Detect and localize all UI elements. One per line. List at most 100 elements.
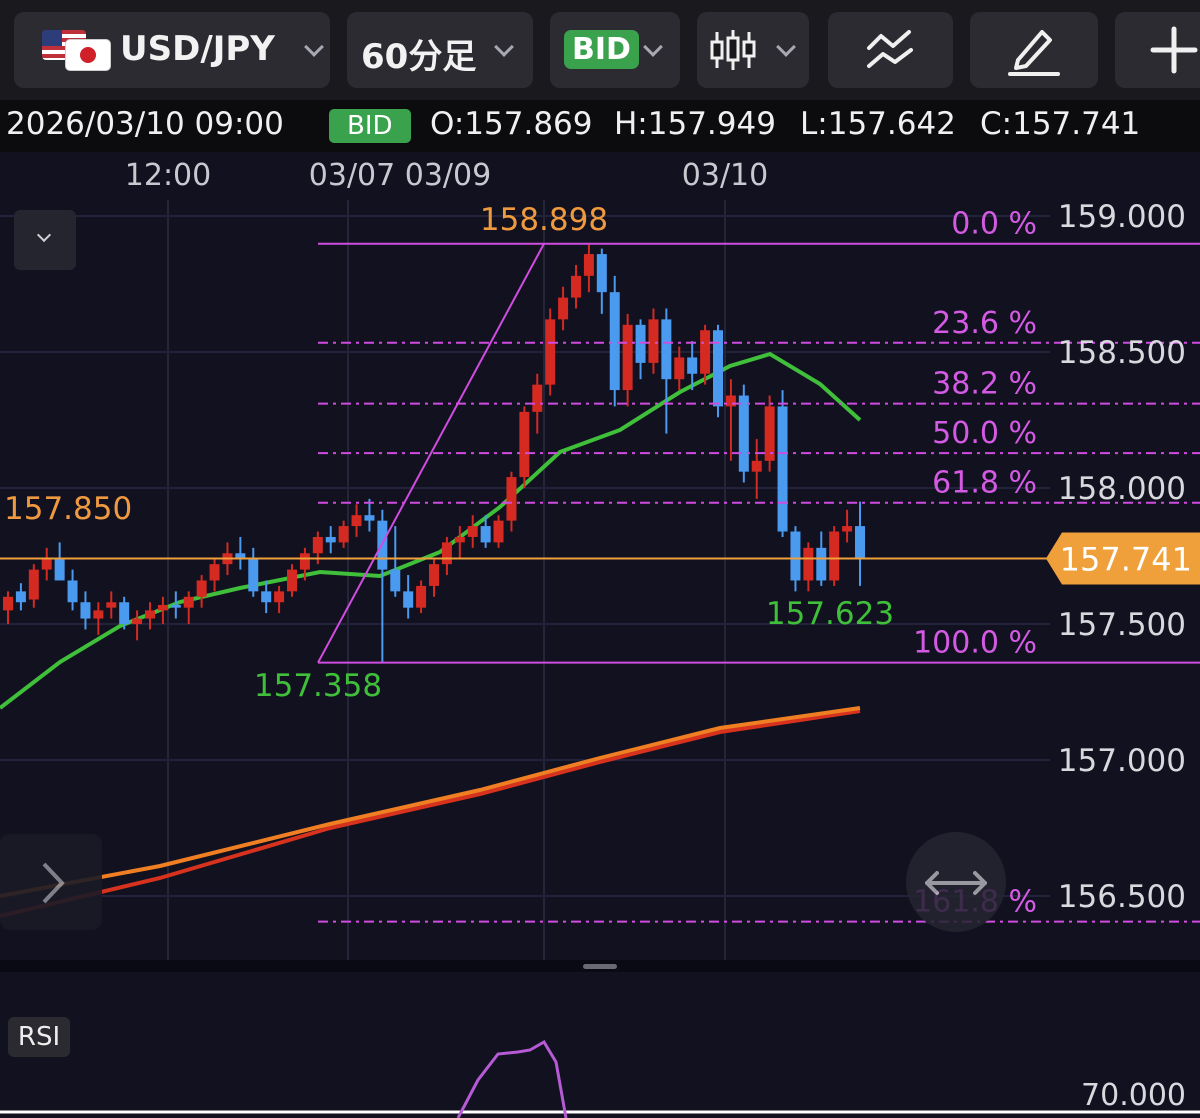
fib-level-label: 61.8 % — [932, 466, 1037, 501]
time-axis-label: 03/07 03/09 — [309, 158, 491, 193]
ohlc-bar: 2026/03/10 09:00 BID O:157.869 H:157.949… — [0, 100, 1200, 152]
current-price-label: 157.741 — [1060, 540, 1192, 578]
candle-body — [467, 526, 478, 537]
pencil-icon — [1008, 30, 1060, 76]
horizontal-arrows-icon — [925, 871, 987, 895]
rsi-line — [456, 1039, 568, 1118]
moving-average-line — [0, 709, 861, 918]
datetime-label: 2026/03/10 09:00 — [6, 106, 284, 142]
candle-body — [390, 569, 401, 592]
candle-body — [145, 610, 155, 619]
fib-level-label: 23.6 % — [932, 306, 1037, 341]
candle-body — [674, 357, 685, 380]
time-axis-label: 12:00 — [125, 158, 211, 193]
rsi-level-70: 70.000 — [1081, 1078, 1186, 1113]
chevron-down-icon — [776, 37, 796, 57]
candle-body — [403, 591, 414, 608]
candle-body — [416, 585, 427, 608]
chevron-down-icon — [494, 37, 514, 57]
add-button[interactable] — [1115, 12, 1200, 88]
candle-body — [687, 357, 698, 374]
candle-body — [829, 531, 840, 581]
candle-body — [287, 569, 297, 592]
candle-body — [803, 547, 814, 581]
candle-body — [67, 580, 78, 603]
rsi-canvas: 70.000 — [0, 1039, 1200, 1118]
candle-body — [157, 604, 168, 611]
candle-body — [28, 569, 39, 600]
toolbar: USD/JPY 60分足 BID — [0, 0, 1200, 100]
rsi-pane[interactable]: 70.000 — [0, 972, 1200, 1118]
candlestick-icon — [710, 30, 756, 70]
high-value: H:157.949 — [614, 106, 776, 142]
moving-average-line — [0, 706, 861, 898]
chart-type-selector[interactable] — [697, 12, 809, 88]
candle-body — [299, 553, 310, 570]
time-axis-label: 03/10 — [682, 158, 768, 193]
price-axis-label: 156.500 — [1058, 879, 1186, 915]
candle-body — [338, 526, 349, 543]
candle-body — [119, 602, 130, 624]
candle-body — [15, 591, 26, 603]
drag-handle-button[interactable] — [906, 832, 1006, 932]
price-chart[interactable]: 12:00 03/07 03/09 03/10 159.000 158.500 158.0… — [0, 152, 1200, 960]
collapse-toolbar-button[interactable] — [14, 210, 76, 270]
candle-body — [3, 596, 13, 611]
current-price-marker — [1046, 532, 1200, 585]
chevron-right-icon — [42, 862, 65, 904]
price-type-selector[interactable]: BID — [550, 12, 680, 88]
candle-body — [842, 526, 853, 532]
pane-resize-grip[interactable] — [583, 964, 617, 969]
currency-pair-label: USD/JPY — [120, 29, 275, 69]
plus-icon — [1150, 26, 1198, 74]
candle-body — [364, 515, 375, 521]
candle-body — [261, 591, 272, 603]
candle-body — [700, 330, 711, 374]
candle-body — [183, 596, 194, 608]
indicator-button[interactable] — [828, 12, 953, 88]
candle-body — [209, 564, 220, 581]
price-axis-label: 157.500 — [1058, 607, 1186, 643]
timeframe-label: 60分足 — [361, 37, 477, 77]
rsi-label: RSI — [8, 1017, 70, 1057]
fib-level-label: 50.0 % — [932, 416, 1037, 451]
candle-body — [635, 324, 646, 363]
candle-body — [790, 531, 801, 581]
fib-level-label: 0.0 % — [951, 207, 1037, 242]
candle-body — [80, 602, 91, 619]
candle-body — [816, 547, 827, 581]
price-annotation: 157.850 — [4, 491, 132, 527]
candle-body — [558, 297, 569, 320]
timeframe-selector[interactable]: 60分足 — [347, 12, 533, 88]
drawing-tool-button[interactable] — [970, 12, 1098, 88]
swing-low-label: 157.358 — [254, 668, 382, 704]
candle-body — [196, 580, 207, 597]
candle-body — [54, 558, 65, 581]
candle-body — [596, 254, 607, 293]
candle-body — [738, 395, 749, 472]
price-axis-label: 159.000 — [1058, 199, 1186, 235]
candle-body — [855, 526, 865, 559]
recent-low-label: 157.623 — [766, 596, 894, 632]
fib-level-label: 38.2 % — [932, 367, 1037, 402]
candle-body — [777, 406, 788, 532]
jpy-flag-icon — [66, 40, 110, 70]
candle-body — [532, 384, 543, 412]
close-value: C:157.741 — [980, 106, 1141, 142]
candle-body — [751, 460, 762, 472]
candle-body — [713, 330, 723, 407]
candle-body — [248, 558, 259, 592]
price-axis-label: 158.500 — [1058, 335, 1186, 371]
candle-body — [429, 564, 439, 586]
candle-body — [41, 558, 52, 570]
candle-body — [132, 618, 143, 624]
candle-body — [506, 477, 517, 521]
candle-body — [648, 319, 659, 363]
open-value: O:157.869 — [430, 106, 593, 142]
currency-pair-selector[interactable]: USD/JPY — [14, 12, 330, 88]
chevron-down-icon — [304, 37, 324, 57]
candle-body — [441, 542, 452, 565]
candle-body — [312, 536, 323, 554]
price-axis-label: 157.000 — [1058, 743, 1186, 779]
expand-panel-button[interactable] — [0, 834, 102, 930]
